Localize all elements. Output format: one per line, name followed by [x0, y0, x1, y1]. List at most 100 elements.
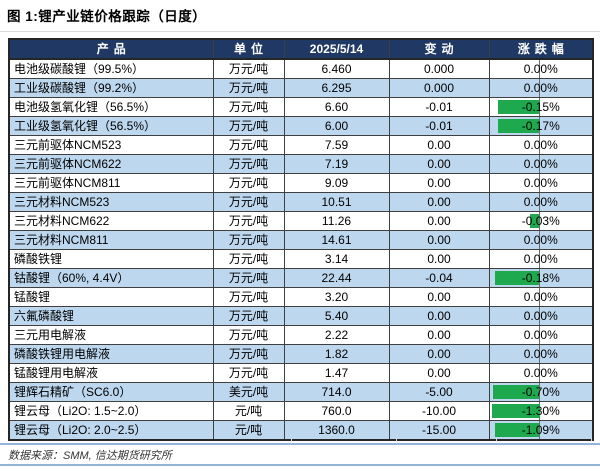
pct-cell: 0.00% [488, 78, 594, 98]
price-cell: 1.82 [283, 344, 390, 364]
product-cell: 三元材料NCM622 [8, 211, 214, 231]
table-row: 六氟磷酸锂 万元/吨 5.40 0.00 0.00% [8, 306, 594, 326]
change-cell: 0.000 [388, 58, 490, 79]
pct-cell: -0.18% [488, 268, 594, 288]
change-cell: 0.00 [388, 192, 490, 212]
databar-axis-line [538, 421, 540, 439]
negative-databar [497, 119, 539, 133]
pct-cell: 0.00% [488, 325, 594, 345]
table-row: 锰酸锂 万元/吨 3.20 0.00 0.00% [8, 287, 594, 307]
negative-databar [529, 214, 539, 228]
pct-cell: 0.00% [488, 58, 594, 79]
unit-cell: 元/吨 [212, 401, 285, 421]
databar-axis-line [538, 383, 540, 401]
product-cell: 工业级氢氧化锂（56.5%） [8, 116, 214, 136]
pct-text: 0.00% [523, 176, 558, 190]
product-cell: 磷酸铁锂用电解液 [8, 344, 214, 364]
table-row: 三元材料NCM622 万元/吨 11.26 0.00 -0.03% [8, 211, 594, 231]
pct-cell: 0.00% [488, 192, 594, 212]
unit-cell: 美元/吨 [212, 382, 285, 402]
databar-axis-line [538, 174, 540, 192]
table-row: 磷酸铁锂用电解液 万元/吨 1.82 0.00 0.00% [8, 344, 594, 364]
pct-cell: -0.15% [488, 97, 594, 117]
unit-cell: 万元/吨 [212, 325, 285, 345]
pct-text: -0.17% [521, 119, 560, 133]
change-cell: 0.00 [388, 173, 490, 193]
pct-cell: 0.00% [488, 287, 594, 307]
pct-text: -1.30% [521, 404, 560, 418]
footer-divider-top [0, 443, 600, 445]
databar-axis-line [538, 269, 540, 287]
pct-cell: 0.00% [488, 306, 594, 326]
product-cell: 三元前驱体NCM811 [8, 173, 214, 193]
price-cell: 3.14 [283, 249, 390, 269]
unit-cell: 万元/吨 [212, 268, 285, 288]
unit-cell: 万元/吨 [212, 249, 285, 269]
header-date: 2025/5/14 [283, 38, 390, 60]
negative-databar [494, 271, 539, 285]
databar-axis-line [538, 117, 540, 135]
unit-cell: 万元/吨 [212, 135, 285, 155]
pct-text: -1.09% [521, 423, 560, 437]
product-cell: 锰酸锂 [8, 287, 214, 307]
table-row: 三元材料NCM811 万元/吨 14.61 0.00 0.00% [8, 230, 594, 250]
negative-databar [497, 100, 539, 114]
price-cell: 22.44 [283, 268, 390, 288]
price-cell: 6.60 [283, 97, 390, 117]
product-cell: 三元前驱体NCM523 [8, 135, 214, 155]
product-cell: 三元前驱体NCM622 [8, 154, 214, 174]
product-cell: 锂云母（Li2O: 2.0~2.5） [8, 420, 214, 441]
change-cell: -10.00 [388, 401, 490, 421]
pct-text: -0.15% [521, 100, 560, 114]
table-row: 锂云母（Li2O: 1.5~2.0） 元/吨 760.0 -10.00 -1.3… [8, 401, 594, 421]
pct-text: 0.00% [523, 62, 558, 76]
unit-cell: 万元/吨 [212, 97, 285, 117]
table-row: 锂辉石精矿（SC6.0） 美元/吨 714.0 -5.00 -0.70% [8, 382, 594, 402]
table-body: 电池级碳酸锂（99.5%） 万元/吨 6.460 0.000 0.00% 工业级… [8, 58, 594, 441]
header-unit: 单位 [212, 38, 285, 60]
product-cell: 锂云母（Li2O: 1.5~2.0） [8, 401, 214, 421]
pct-text: 0.00% [523, 309, 558, 323]
price-table-container: 产品 单位 2025/5/14 变动 涨跌幅 电池级碳酸锂（99.5%） 万元/… [8, 38, 594, 441]
product-cell: 三元材料NCM523 [8, 192, 214, 212]
table-row: 锰酸锂用电解液 万元/吨 1.47 0.00 0.00% [8, 363, 594, 383]
pct-cell: 0.00% [488, 154, 594, 174]
databar-axis-line [538, 364, 540, 382]
price-cell: 6.00 [283, 116, 390, 136]
pct-cell: 0.00% [488, 249, 594, 269]
price-cell: 1.47 [283, 363, 390, 383]
databar-axis-line [538, 250, 540, 268]
unit-cell: 万元/吨 [212, 287, 285, 307]
pct-cell: 0.00% [488, 173, 594, 193]
change-cell: 0.00 [388, 344, 490, 364]
product-cell: 三元材料NCM811 [8, 230, 214, 250]
pct-text: 0.00% [523, 138, 558, 152]
pct-cell: -1.30% [488, 401, 594, 421]
databar-axis-line [538, 98, 540, 116]
change-cell: -0.01 [388, 97, 490, 117]
header-product: 产品 [8, 38, 214, 60]
table-row: 锂云母（Li2O: 2.0~2.5） 元/吨 1360.0 -15.00 -1.… [8, 420, 594, 441]
unit-cell: 万元/吨 [212, 173, 285, 193]
pct-cell: -0.70% [488, 382, 594, 402]
price-cell: 3.20 [283, 287, 390, 307]
change-cell: -0.01 [388, 116, 490, 136]
databar-axis-line [538, 193, 540, 211]
table-row: 三元前驱体NCM811 万元/吨 9.09 0.00 0.00% [8, 173, 594, 193]
footer-divider-bottom [0, 464, 600, 466]
pct-text: 0.00% [523, 252, 558, 266]
table-header: 产品 单位 2025/5/14 变动 涨跌幅 [8, 38, 594, 60]
pct-text: -0.70% [521, 385, 560, 399]
databar-axis-line [538, 136, 540, 154]
header-pct: 涨跌幅 [488, 38, 594, 60]
databar-axis-line [538, 231, 540, 249]
pct-text: 0.00% [523, 347, 558, 361]
change-cell: -5.00 [388, 382, 490, 402]
pct-text: -0.03% [521, 214, 560, 228]
product-cell: 三元用电解液 [8, 325, 214, 345]
negative-databar [494, 423, 539, 437]
pct-cell: 0.00% [488, 344, 594, 364]
table-row: 工业级氢氧化锂（56.5%） 万元/吨 6.00 -0.01 -0.17% [8, 116, 594, 136]
price-cell: 714.0 [283, 382, 390, 402]
